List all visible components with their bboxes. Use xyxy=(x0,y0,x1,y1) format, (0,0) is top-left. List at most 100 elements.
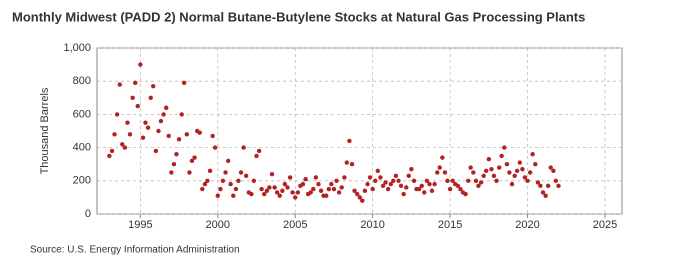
point xyxy=(535,180,541,185)
point xyxy=(342,175,347,180)
point xyxy=(396,178,401,183)
point xyxy=(295,190,301,195)
point xyxy=(274,190,280,195)
point xyxy=(450,178,455,183)
point xyxy=(553,178,559,183)
point xyxy=(347,138,352,144)
point xyxy=(473,178,479,183)
point xyxy=(466,178,471,183)
point xyxy=(551,168,556,174)
chart-title: Monthly Midwest (PADD 2) Normal Butane-B… xyxy=(12,9,585,24)
point xyxy=(308,190,313,195)
point xyxy=(112,132,117,137)
point xyxy=(380,183,386,188)
point xyxy=(370,186,375,192)
point xyxy=(313,175,319,180)
point xyxy=(311,186,316,192)
point xyxy=(210,133,215,139)
plot-area xyxy=(96,47,623,215)
point xyxy=(151,83,156,89)
point xyxy=(176,137,182,142)
y-tick-label: 400 xyxy=(73,142,91,154)
point xyxy=(249,191,254,197)
point xyxy=(556,183,561,188)
point xyxy=(455,183,461,188)
point xyxy=(189,158,195,164)
point xyxy=(504,162,510,167)
point xyxy=(205,178,210,183)
point xyxy=(220,178,226,183)
point xyxy=(264,188,270,193)
point xyxy=(280,188,285,193)
point xyxy=(174,152,179,157)
point xyxy=(419,183,424,188)
point xyxy=(285,185,290,190)
point xyxy=(491,173,497,179)
point xyxy=(290,190,295,195)
x-tick-label: 2025 xyxy=(593,219,617,231)
point xyxy=(143,120,148,125)
point xyxy=(391,178,396,183)
point xyxy=(499,153,504,159)
point xyxy=(349,162,355,167)
point xyxy=(169,170,174,175)
point xyxy=(181,80,187,86)
point xyxy=(388,181,393,187)
point xyxy=(483,168,489,174)
point xyxy=(300,181,306,187)
point xyxy=(316,181,321,187)
point xyxy=(486,157,492,162)
y-tick-label: 0 xyxy=(85,208,91,220)
point xyxy=(223,170,228,175)
point xyxy=(140,135,146,140)
point xyxy=(192,155,197,160)
point xyxy=(135,103,140,109)
point xyxy=(527,170,533,175)
point xyxy=(427,181,432,187)
point xyxy=(543,193,548,198)
point xyxy=(326,186,332,192)
point xyxy=(509,181,515,187)
y-tick-label: 600 xyxy=(73,108,91,120)
point xyxy=(267,185,272,190)
x-tick-label: 2020 xyxy=(515,219,539,231)
point xyxy=(133,80,138,86)
point xyxy=(437,165,442,170)
point xyxy=(236,178,241,183)
point xyxy=(520,166,525,172)
point xyxy=(262,191,267,197)
point xyxy=(138,62,143,67)
point xyxy=(416,186,422,192)
point xyxy=(251,178,257,183)
point xyxy=(385,186,391,192)
point xyxy=(512,173,517,179)
point xyxy=(357,195,363,200)
y-tick-label: 1,000 xyxy=(63,42,91,54)
point xyxy=(373,178,378,183)
point xyxy=(233,186,239,192)
point xyxy=(243,173,249,179)
y-axis-label: Thousand Barrels xyxy=(39,87,51,174)
point xyxy=(256,148,262,154)
point xyxy=(404,185,409,190)
point xyxy=(212,145,218,150)
x-tick-label: 2015 xyxy=(438,219,462,231)
point xyxy=(352,188,357,193)
point xyxy=(329,181,334,187)
point xyxy=(225,158,231,164)
point xyxy=(398,183,404,188)
point xyxy=(148,95,153,101)
point xyxy=(383,180,388,185)
point xyxy=(287,175,293,180)
point xyxy=(476,183,481,188)
point xyxy=(153,148,159,154)
point xyxy=(293,195,298,200)
point xyxy=(127,132,133,137)
point xyxy=(125,120,130,125)
point xyxy=(207,168,213,174)
point xyxy=(158,118,164,124)
point xyxy=(334,178,339,183)
point xyxy=(401,191,406,197)
point xyxy=(145,125,151,130)
point xyxy=(471,170,476,175)
